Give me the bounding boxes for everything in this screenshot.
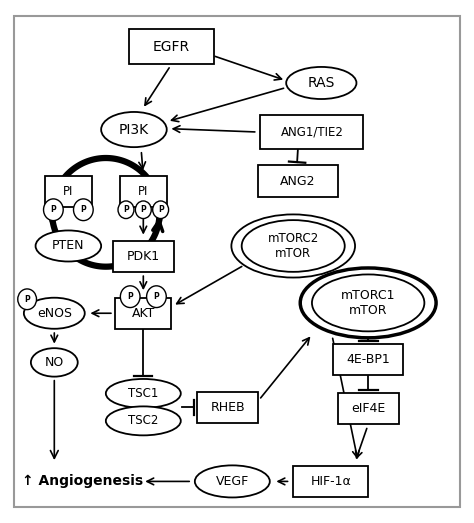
Circle shape xyxy=(44,199,63,221)
Text: 4E-BP1: 4E-BP1 xyxy=(346,354,390,366)
Ellipse shape xyxy=(106,406,181,435)
FancyBboxPatch shape xyxy=(260,116,364,149)
Text: NO: NO xyxy=(45,356,64,369)
Text: P: P xyxy=(24,295,30,304)
Text: PI3K: PI3K xyxy=(119,122,149,137)
Text: TSC1: TSC1 xyxy=(128,387,158,400)
Ellipse shape xyxy=(286,67,356,99)
FancyBboxPatch shape xyxy=(197,392,258,423)
Text: eIF4E: eIF4E xyxy=(351,403,385,415)
Text: P: P xyxy=(51,205,56,214)
Text: PTEN: PTEN xyxy=(52,240,85,253)
FancyBboxPatch shape xyxy=(115,298,172,329)
Ellipse shape xyxy=(195,465,270,497)
Ellipse shape xyxy=(36,231,101,262)
Text: ANG2: ANG2 xyxy=(280,175,316,188)
Text: P: P xyxy=(140,205,146,214)
Text: P: P xyxy=(158,205,164,214)
Text: P: P xyxy=(81,205,86,214)
Text: mTORC2
mTOR: mTORC2 mTOR xyxy=(268,232,319,260)
Text: RAS: RAS xyxy=(308,76,335,90)
Text: RHEB: RHEB xyxy=(210,401,245,414)
FancyBboxPatch shape xyxy=(15,16,459,507)
Text: mTORC1
mTOR: mTORC1 mTOR xyxy=(341,289,395,317)
Ellipse shape xyxy=(300,268,436,338)
Text: PI: PI xyxy=(63,185,73,198)
Text: ↑ Angiogenesis: ↑ Angiogenesis xyxy=(21,474,143,488)
Ellipse shape xyxy=(312,275,424,332)
Ellipse shape xyxy=(31,348,78,377)
FancyBboxPatch shape xyxy=(45,176,92,207)
Circle shape xyxy=(120,286,140,308)
Circle shape xyxy=(146,286,166,308)
Text: HIF-1α: HIF-1α xyxy=(310,475,351,488)
Text: P: P xyxy=(123,205,129,214)
FancyBboxPatch shape xyxy=(129,29,214,64)
Text: eNOS: eNOS xyxy=(37,307,72,320)
Circle shape xyxy=(118,201,134,219)
Text: EGFR: EGFR xyxy=(153,40,190,54)
Text: P: P xyxy=(128,292,133,301)
Circle shape xyxy=(73,199,93,221)
FancyBboxPatch shape xyxy=(337,393,399,425)
Text: PI: PI xyxy=(138,185,148,198)
FancyBboxPatch shape xyxy=(293,466,368,497)
FancyBboxPatch shape xyxy=(258,165,337,197)
Circle shape xyxy=(136,201,151,219)
Ellipse shape xyxy=(101,112,167,147)
Ellipse shape xyxy=(242,220,345,272)
Text: PDK1: PDK1 xyxy=(127,250,160,263)
Ellipse shape xyxy=(231,214,355,278)
FancyBboxPatch shape xyxy=(120,176,167,207)
FancyBboxPatch shape xyxy=(113,241,174,272)
Ellipse shape xyxy=(24,298,85,329)
Text: VEGF: VEGF xyxy=(216,475,249,488)
Text: AKT: AKT xyxy=(132,307,155,320)
Text: P: P xyxy=(154,292,159,301)
Circle shape xyxy=(153,201,169,219)
Text: TSC2: TSC2 xyxy=(128,414,158,427)
Circle shape xyxy=(18,289,36,310)
Ellipse shape xyxy=(106,379,181,408)
FancyBboxPatch shape xyxy=(333,344,403,376)
Text: ANG1/TIE2: ANG1/TIE2 xyxy=(281,126,343,139)
